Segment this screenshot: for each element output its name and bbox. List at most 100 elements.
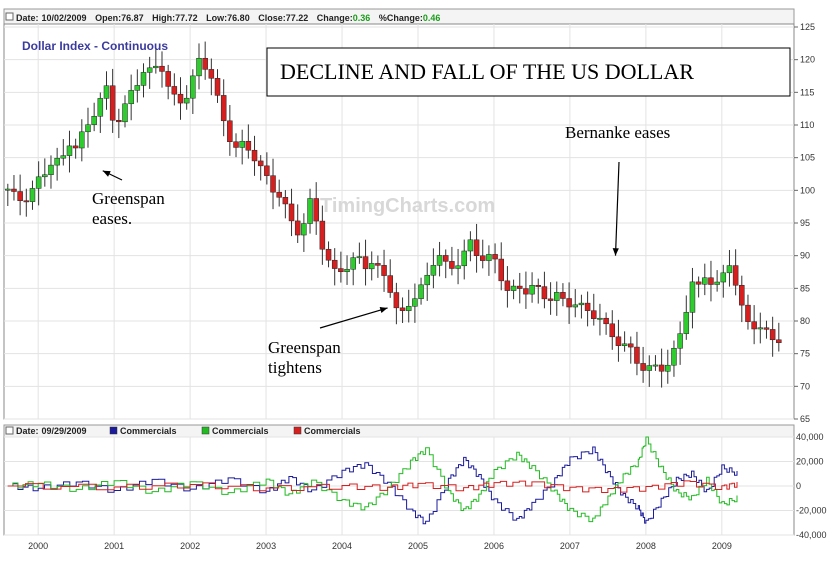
header-change: 0.36	[353, 13, 371, 23]
candle-up	[153, 65, 159, 69]
candle-down	[362, 256, 369, 270]
candle-down	[504, 280, 511, 291]
annotation-arrowhead	[612, 248, 619, 256]
candle-down	[381, 265, 387, 276]
candle-up	[122, 103, 128, 123]
candle-down	[387, 275, 393, 293]
lower-date: 09/29/2009	[42, 426, 87, 436]
candle-down	[535, 284, 542, 287]
candle-up	[467, 239, 474, 252]
candles	[5, 41, 782, 388]
candle-down	[270, 175, 276, 193]
candle-up	[66, 145, 73, 156]
y-tick-label: 120	[800, 55, 815, 65]
candle-down	[541, 286, 548, 300]
candle-down	[17, 191, 23, 201]
candle-up	[424, 274, 430, 286]
y-tick-label: 105	[800, 153, 815, 163]
candle-down	[449, 261, 455, 269]
lower-y-tick-label: -40,000	[796, 530, 827, 540]
candle-down	[479, 255, 486, 261]
candle-down	[473, 239, 480, 256]
candle-down	[109, 85, 116, 121]
candle-down	[603, 317, 609, 325]
candle-down	[171, 86, 178, 95]
candle-up	[146, 67, 153, 73]
legend-swatch	[293, 426, 302, 435]
candle-up	[621, 343, 628, 346]
candle-down	[313, 198, 319, 222]
candle-up	[418, 284, 424, 299]
candle-down	[695, 281, 702, 285]
candle-down	[523, 288, 529, 295]
candle-down	[325, 248, 332, 261]
candle-up	[597, 317, 603, 320]
candle-down	[658, 364, 665, 372]
candle-down	[442, 255, 449, 262]
candle-down	[763, 327, 770, 330]
header-open: 76.87	[121, 13, 144, 23]
candle-up	[665, 364, 671, 372]
header-low: 76.80	[227, 13, 250, 23]
x-tick-label: 2006	[484, 541, 504, 551]
candle-down	[591, 310, 597, 319]
candle-up	[572, 304, 579, 308]
candle-down	[208, 69, 215, 79]
candle-down	[294, 220, 301, 236]
candle-down	[769, 329, 776, 341]
candle-down	[220, 95, 227, 122]
candle-down	[276, 191, 282, 198]
candle-up	[35, 176, 42, 189]
candle-down	[560, 292, 566, 299]
y-tick-label: 110	[800, 120, 814, 130]
x-tick-label: 2002	[180, 541, 200, 551]
candle-down	[751, 321, 757, 330]
header-checkbox[interactable]	[5, 12, 14, 21]
candle-down	[214, 78, 221, 96]
header-close: 77.22	[286, 13, 309, 23]
legend-label: Commercials	[212, 426, 269, 436]
x-tick-label: 2007	[560, 541, 580, 551]
header-pct-change: 0.46	[423, 13, 441, 23]
candle-down	[264, 165, 270, 176]
candle-up	[97, 98, 104, 117]
y-tick-label: 85	[800, 283, 810, 293]
header-date: 10/02/2009	[42, 13, 87, 23]
annotation-bernanke-eases: Bernanke eases	[565, 123, 670, 256]
x-tick-label: 2001	[104, 541, 124, 551]
candle-down	[547, 298, 554, 301]
candle-down	[233, 141, 239, 148]
legend-swatch	[201, 426, 210, 435]
y-tick-label: 125	[800, 22, 815, 32]
y-tick-label: 90	[800, 251, 810, 261]
candle-down	[393, 292, 400, 309]
lower-y-tick-label: 20,000	[796, 457, 824, 467]
candle-down	[331, 259, 338, 269]
candle-down	[745, 304, 751, 322]
y-tick-label: 75	[800, 349, 810, 359]
candle-up	[190, 75, 196, 99]
lower-header-checkbox[interactable]	[5, 426, 14, 435]
candle-up	[350, 257, 356, 270]
x-tick-label: 2000	[28, 541, 48, 551]
y-tick-label: 95	[800, 218, 810, 228]
candle-down	[609, 323, 616, 338]
candle-up	[128, 90, 134, 105]
y-tick-label: 80	[800, 316, 810, 326]
chart-title: Dollar Index - Continuous	[22, 39, 168, 53]
candle-up	[356, 256, 363, 259]
candle-down	[732, 265, 739, 286]
candle-up	[714, 281, 720, 285]
candle-up	[529, 284, 535, 295]
candle-up	[720, 272, 727, 283]
candle-down	[776, 339, 782, 343]
candle-up	[140, 72, 147, 86]
y-tick-label: 65	[800, 414, 810, 424]
candle-up	[405, 306, 412, 311]
annotation-text: Greenspan	[92, 189, 165, 208]
candle-up	[48, 164, 54, 175]
candle-down	[72, 145, 79, 149]
lower-y-tick-label: 40,000	[796, 432, 824, 442]
